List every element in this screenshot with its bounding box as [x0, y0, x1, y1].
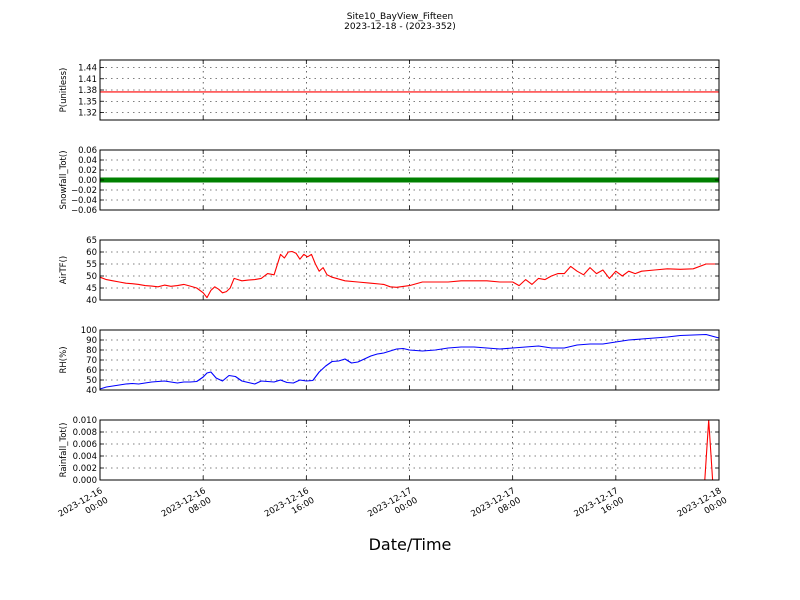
y-tick-label: 90	[86, 336, 97, 346]
y-tick-label: −0.02	[71, 186, 97, 196]
y-tick-label: 1.44	[78, 64, 97, 74]
y-tick-label: 50	[86, 376, 97, 386]
y-tick-label: 0.006	[73, 440, 97, 450]
y-axis-label: Rainfall_Tot()	[59, 423, 69, 478]
y-tick-label: 60	[86, 366, 97, 376]
panel-3: 40 45 50 55 60 65 AirTF()	[59, 236, 720, 306]
panel-1: 1.32 1.351.381.411.44 P(unitless)	[59, 59, 720, 121]
y-tick-label: 55	[86, 260, 97, 270]
y-tick-label: 1.41	[78, 75, 97, 85]
y-tick-label: 0.04	[78, 156, 97, 166]
y-tick-label: 1.35	[78, 97, 97, 107]
y-tick-label: 0.000	[73, 476, 97, 486]
chart-subtitle: 2023-12-18 - (2023-352)	[344, 22, 456, 32]
y-tick-label: 0.06	[78, 146, 97, 156]
x-axis-label: Date/Time	[369, 535, 452, 554]
y-tick-label: 0.004	[73, 452, 97, 462]
y-tick-label: 70	[86, 356, 97, 366]
y-tick-label: 50	[86, 272, 97, 282]
series-line-3	[99, 250, 719, 299]
y-tick-label: 0.00	[78, 176, 97, 186]
y-tick-label: 40	[86, 386, 97, 396]
y-axis-label: AirTF()	[59, 256, 69, 284]
series-line-4	[99, 333, 720, 390]
y-tick-label: 45	[86, 284, 97, 294]
y-tick-label: 100	[81, 326, 97, 336]
y-tick-label: 0.008	[73, 428, 97, 438]
panels: 1.321.351.381.411.44P(unitless)−0.06−0.0…	[59, 59, 720, 486]
y-tick-label: 1.32	[78, 109, 97, 119]
y-axis-label: P(unitless)	[59, 68, 69, 113]
y-tick-label: −0.06	[71, 206, 97, 216]
y-axis-label: Snowfall_Tot()	[59, 150, 69, 209]
y-tick-label: −0.04	[71, 196, 97, 206]
panel-2: −0.06−0.04−0.020.000.020.040.06 Snowfall_…	[59, 146, 720, 216]
panel-5: 0.000 0.002 0.004 0.006 0.008 0.010 Rainfall_T…	[59, 416, 720, 486]
y-axis-label: RH(%)	[59, 346, 69, 373]
y-tick-label: 60	[86, 248, 97, 258]
y-tick-label: 1.38	[78, 86, 97, 96]
chart-title: Site10_BayView_Fifteen	[347, 12, 453, 22]
y-tick-label: 40	[86, 296, 97, 306]
y-tick-label: 0.010	[73, 416, 97, 426]
y-tick-label: 65	[86, 236, 97, 246]
y-tick-label: 0.02	[78, 166, 97, 176]
y-tick-label: 80	[86, 346, 97, 356]
y-tick-label: 0.002	[73, 464, 97, 474]
